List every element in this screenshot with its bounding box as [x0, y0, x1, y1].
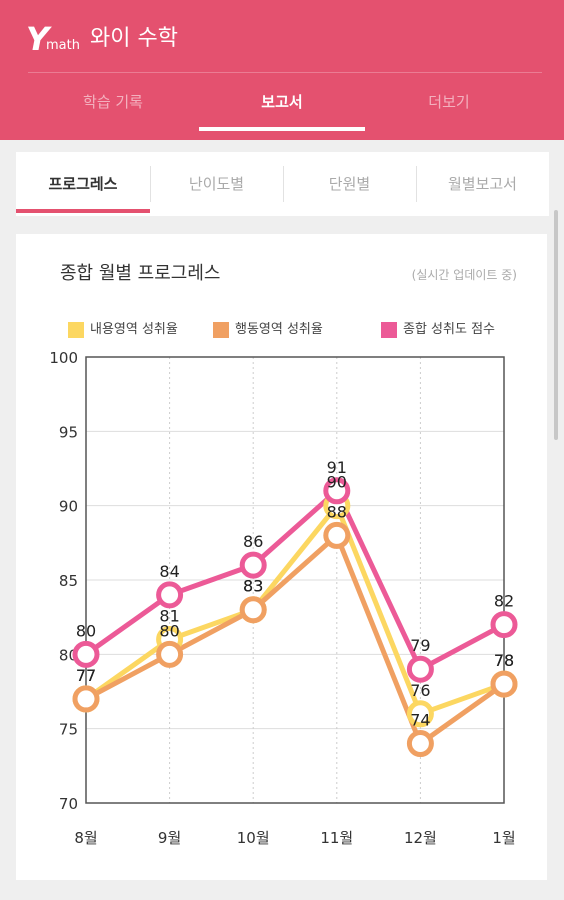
data-point	[406, 655, 434, 683]
data-point	[72, 640, 100, 668]
data-label: 77	[76, 666, 96, 685]
y-tick-label: 70	[59, 795, 78, 813]
data-label: 83	[243, 577, 263, 596]
data-point	[239, 551, 267, 579]
data-label: 76	[410, 681, 430, 700]
data-label: 83	[243, 577, 263, 596]
subtab-progress[interactable]: 프로그레스	[48, 175, 118, 193]
legend-swatch	[381, 322, 397, 338]
app-bar: Y math 와이 수학 학습 기록 보고서 더보기	[0, 0, 564, 140]
data-label: 81	[159, 606, 179, 625]
x-tick-label: 9월	[158, 829, 181, 847]
series-line	[83, 488, 507, 672]
data-label: 77	[76, 666, 96, 685]
report-subtabs: 프로그레스 난이도별 단원별 월별보고서	[16, 152, 549, 216]
tab-study-record[interactable]: 학습 기록	[83, 93, 143, 111]
data-point	[239, 596, 267, 624]
subtab-difficulty[interactable]: 난이도별	[188, 175, 245, 193]
y-tick-label: 100	[49, 349, 78, 367]
legend-swatch	[68, 322, 84, 338]
app-bar-divider	[28, 72, 542, 73]
logo-math: math	[46, 38, 80, 53]
app-logo: Y math	[26, 22, 86, 58]
data-label: 74	[410, 711, 430, 730]
x-tick-label: 10월	[237, 829, 270, 847]
card-title: 종합 월별 프로그레스	[60, 263, 221, 284]
data-point	[490, 611, 518, 639]
tab-indicator	[199, 127, 365, 131]
tab-more[interactable]: 더보기	[428, 93, 470, 111]
data-point	[72, 685, 100, 713]
data-point	[323, 477, 351, 505]
data-point	[406, 730, 434, 758]
subtab-separator	[416, 166, 417, 202]
data-label: 78	[494, 651, 514, 670]
subtab-separator	[150, 166, 151, 202]
series-line	[83, 503, 507, 717]
data-label: 79	[410, 636, 430, 655]
x-tick-label: 1월	[492, 829, 515, 847]
data-point	[490, 670, 518, 698]
subtab-indicator	[16, 209, 150, 213]
data-point	[156, 581, 184, 609]
data-label: 80	[159, 621, 179, 640]
logo-y: Y	[26, 20, 50, 58]
data-label: 80	[76, 621, 96, 640]
legend-label: 내용영역 성취율	[90, 322, 178, 337]
plot-frame	[85, 356, 505, 804]
subtab-monthly-report[interactable]: 월별보고서	[447, 175, 517, 193]
x-tick-label: 8월	[74, 829, 97, 847]
x-tick-label: 11월	[320, 829, 353, 847]
scrollbar[interactable]	[554, 210, 558, 440]
data-label: 78	[494, 651, 514, 670]
y-tick-label: 90	[59, 498, 78, 516]
data-label: 86	[243, 532, 263, 551]
data-point	[323, 521, 351, 549]
legend-swatch	[213, 322, 229, 338]
subtab-unit[interactable]: 단원별	[328, 175, 371, 193]
y-tick-label: 85	[59, 572, 78, 590]
data-label: 91	[327, 458, 347, 477]
legend-label: 행동영역 성취율	[235, 322, 323, 337]
tab-report[interactable]: 보고서	[261, 93, 303, 111]
legend-label: 종합 성취도 점수	[403, 322, 495, 337]
series-line	[83, 532, 507, 747]
y-tick-label: 95	[59, 423, 78, 441]
data-label: 88	[327, 502, 347, 521]
data-label: 84	[159, 562, 179, 581]
data-label: 82	[494, 592, 514, 611]
app-title: 와이 수학	[90, 26, 178, 51]
progress-card: 종합 월별 프로그레스 (실시간 업데이트 중) 내용영역 성취율 행동영역 성…	[16, 234, 547, 880]
data-label: 90	[327, 473, 347, 492]
subtab-separator	[283, 166, 284, 202]
y-tick-label: 75	[59, 721, 78, 739]
update-note: (실시간 업데이트 중)	[411, 268, 517, 282]
data-point	[406, 700, 434, 728]
x-tick-label: 12월	[404, 829, 437, 847]
data-point	[156, 640, 184, 668]
